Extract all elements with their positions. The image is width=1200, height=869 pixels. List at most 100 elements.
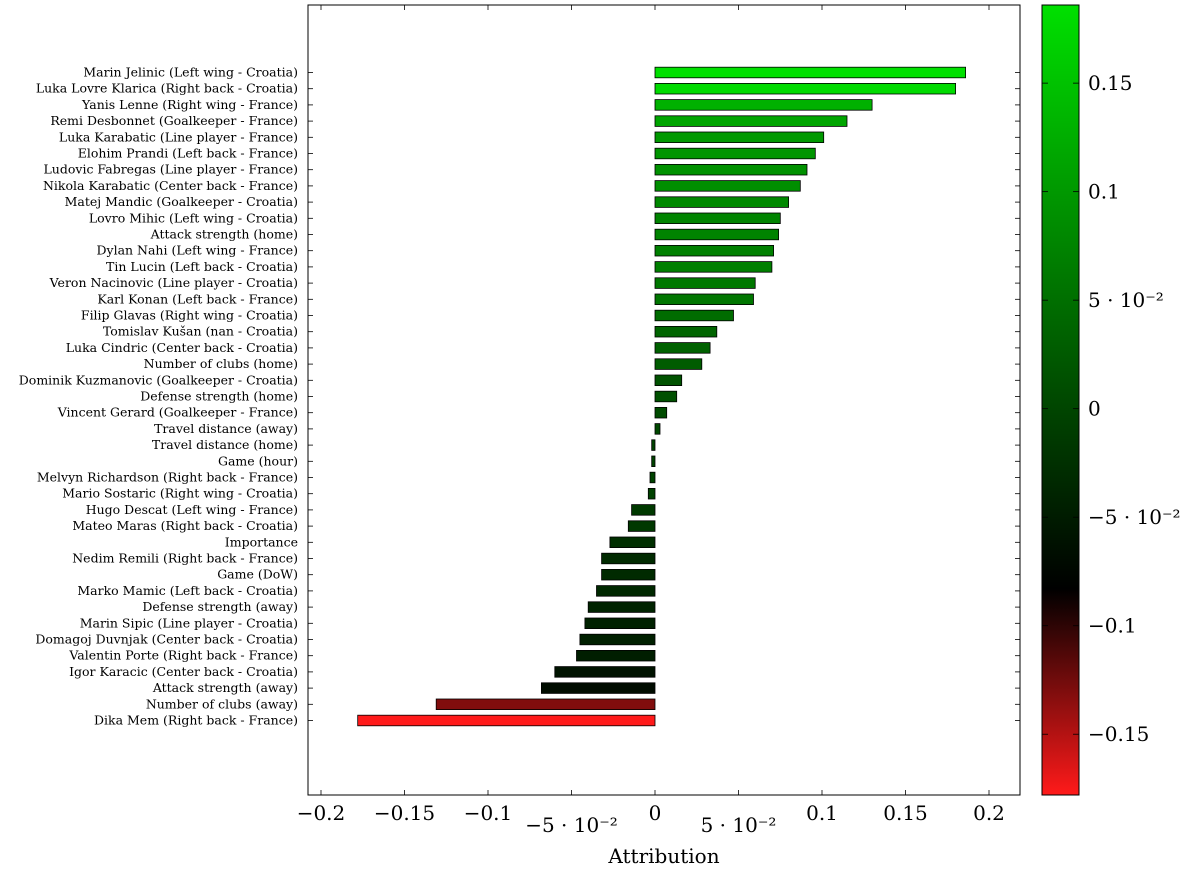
bar-14 [654,293,754,306]
bar-32 [596,585,656,597]
bar-16 [654,325,718,338]
bar-0 [654,66,967,79]
bar-36 [576,650,656,662]
category-label: Igor Karacic (Center back - Croatia) [69,664,298,679]
bar-39 [435,698,656,711]
x-tick-label: 0.15 [883,801,928,825]
bar-30 [601,552,656,565]
bar-20 [654,390,678,403]
bar-24 [651,455,656,468]
bar-11 [654,244,774,257]
category-label: Tomislav Kušan (nan - Croatia) [103,324,298,339]
category-label: Hugo Descat (Left wing - France) [86,502,298,517]
category-label: Luka Karabatic (Line player - France) [59,129,298,144]
bars-group [357,66,967,727]
bar-34 [584,617,656,630]
category-label: Nedim Remili (Right back - France) [72,551,298,566]
colorbar-ticks: 0.15 0.1 5 · 10⁻² 0 −5 · 10⁻² −0.1 −0.15 [1042,71,1181,746]
bar-2 [654,99,873,111]
bar-4 [654,131,825,144]
colorbar-tick-label: −0.1 [1088,614,1137,638]
category-label: Luka Lovre Klarica (Right back - Croatia… [36,81,298,96]
bar-35 [579,633,656,646]
x-tick-label: 0 [649,801,662,825]
colorbar-tick-label: 0 [1088,397,1101,421]
category-label: Remi Desbonnet (Goalkeeper - France) [50,113,298,128]
category-label: Ludovic Fabregas (Line player - France) [44,162,299,177]
bar-8 [654,196,790,208]
category-label: Filip Glavas (Right wing - Croatia) [81,308,298,323]
y-ticks [308,72,1020,721]
bar-9 [654,212,781,225]
bar-6 [654,163,808,176]
category-label: Dika Mem (Right back - France) [94,713,298,728]
bar-15 [654,309,734,322]
category-label: Defense strength (home) [140,389,298,404]
colorbar-tick-label: 0.1 [1088,180,1120,204]
bar-1 [654,83,957,95]
colorbar-tick-label: −5 · 10⁻² [1088,505,1181,529]
category-label: Luka Cindric (Center back - Croatia) [66,340,298,355]
category-label: Vincent Gerard (Goalkeeper - France) [57,405,298,420]
bar-22 [654,423,661,435]
bar-31 [601,569,656,581]
bar-5 [654,147,816,160]
category-label: Veron Nacinovic (Line player - Croatia) [49,275,298,290]
bar-10 [654,228,779,241]
colorbar [1041,4,1080,796]
category-label: Valentin Porte (Right back - France) [68,648,298,663]
category-label: Defense strength (away) [142,599,298,614]
category-label: Number of clubs (away) [146,696,298,711]
colorbar-tick-label: −0.15 [1088,722,1149,746]
x-tick-label: 0.1 [806,801,838,825]
plot-frame [307,4,1021,796]
category-label: Marin Sipic (Line player - Croatia) [80,615,298,630]
bar-23 [651,439,656,451]
bar-28 [627,520,656,532]
category-label: Lovro Mihic (Left wing - Croatia) [89,210,298,225]
x-tick-label: −0.1 [464,801,513,825]
category-label: Melvyn Richardson (Right back - France) [37,470,298,485]
bar-25 [649,471,656,484]
category-label: Matej Mandic (Goalkeeper - Croatia) [65,194,298,209]
category-label: Domagoj Duvnjak (Center back - Croatia) [35,632,298,647]
x-tick-label: −0.2 [297,801,346,825]
colorbar-tick-label: 5 · 10⁻² [1088,288,1164,312]
category-label: Dylan Nahi (Left wing - France) [96,243,298,258]
category-label: Karl Konan (Left back - France) [97,291,298,306]
bar-26 [647,487,656,500]
colorbar-tick-label: 0.15 [1088,71,1133,95]
bar-13 [654,277,756,289]
category-label: Tin Lucin (Left back - Croatia) [106,259,298,274]
x-tick-label: −5 · 10⁻² [525,813,618,837]
category-label: Travel distance (away) [154,421,298,436]
x-axis-label: Attribution [607,844,719,868]
category-label: Game (hour) [218,453,298,468]
category-label: Mario Sostaric (Right wing - Croatia) [62,486,298,501]
bar-21 [654,406,668,419]
category-label: Elohim Prandi (Left back - France) [78,146,298,161]
x-ticks: −0.2 −0.15 −0.1 −5 · 10⁻² 0 5 · 10⁻² 0.1 0.15 0.… [297,5,1005,837]
category-label: Attack strength (home) [150,227,298,242]
bar-33 [587,601,656,613]
bar-27 [631,504,656,516]
category-label: Game (DoW) [217,567,298,582]
bar-19 [654,374,683,387]
category-label: Mateo Maras (Right back - Croatia) [72,518,298,533]
bar-29 [609,536,656,549]
bar-7 [654,180,801,192]
bar-17 [654,342,711,354]
x-tick-label: 0.2 [973,801,1005,825]
x-tick-label: −0.15 [374,801,435,825]
bar-12 [654,261,773,273]
bar-18 [654,358,703,370]
x-tick-label: 5 · 10⁻² [701,813,777,837]
category-label: Nikola Karabatic (Center back - France) [43,178,298,193]
category-label: Marko Mamic (Left back - Croatia) [77,583,298,598]
category-label: Marin Jelinic (Left wing - Croatia) [83,65,298,80]
bar-3 [654,115,848,127]
category-label: Dominik Kuzmanovic (Goalkeeper - Croatia… [19,372,298,387]
bar-40 [357,714,656,727]
bar-38 [541,682,656,694]
